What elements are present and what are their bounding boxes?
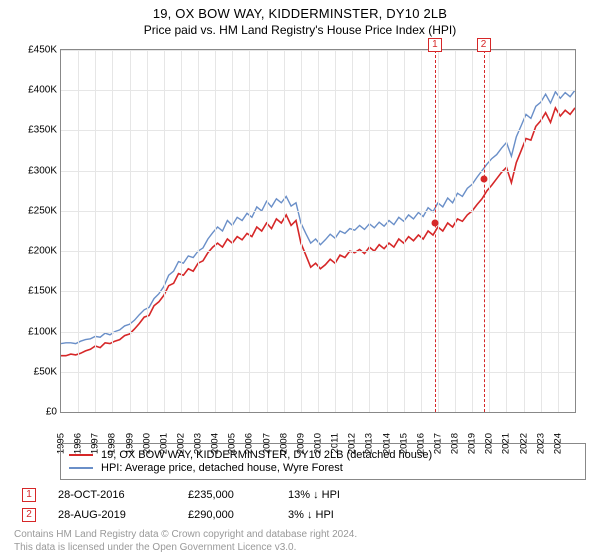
y-axis-label: £200K xyxy=(15,246,57,257)
transaction-marker-icon: 1 xyxy=(22,488,36,502)
transaction-price: £235,000 xyxy=(188,489,288,501)
chart: £0 £50K £100K £150K £200K £250K £300K £350K £400… xyxy=(14,45,586,443)
y-axis-label: £250K xyxy=(15,205,57,216)
y-axis-label: £50K xyxy=(15,366,57,377)
y-axis-label: £100K xyxy=(15,326,57,337)
transaction-row: 2 28-AUG-2019 £290,000 3% ↓ HPI xyxy=(22,508,586,522)
legend-label: HPI: Average price, detached house, Wyre… xyxy=(101,462,343,474)
y-axis-label: £300K xyxy=(15,165,57,176)
title-area: 19, OX BOW WAY, KIDDERMINSTER, DY10 2LB … xyxy=(0,0,600,37)
y-axis-label: £0 xyxy=(15,407,57,418)
footer: 19, OX BOW WAY, KIDDERMINSTER, DY10 2LB … xyxy=(14,443,586,554)
transaction-price: £290,000 xyxy=(188,509,288,521)
legend-swatch-hpi xyxy=(69,467,93,469)
marker-box: 1 xyxy=(428,38,442,52)
marker-dot xyxy=(480,175,487,182)
y-axis-label: £450K xyxy=(15,45,57,56)
transaction-date: 28-OCT-2016 xyxy=(58,489,188,501)
legend-label: 19, OX BOW WAY, KIDDERMINSTER, DY10 2LB … xyxy=(101,449,432,461)
y-axis-label: £150K xyxy=(15,286,57,297)
y-axis-label: £350K xyxy=(15,125,57,136)
y-axis-label: £400K xyxy=(15,85,57,96)
transaction-date: 28-AUG-2019 xyxy=(58,509,188,521)
legend-swatch-property xyxy=(69,454,93,456)
license-text: Contains HM Land Registry data © Crown c… xyxy=(14,528,586,554)
transaction-marker-icon: 2 xyxy=(22,508,36,522)
transaction-row: 1 28-OCT-2016 £235,000 13% ↓ HPI xyxy=(22,488,586,502)
marker-dot xyxy=(431,219,438,226)
transaction-delta: 3% ↓ HPI xyxy=(288,509,334,521)
chart-title-line1: 19, OX BOW WAY, KIDDERMINSTER, DY10 2LB xyxy=(0,6,600,21)
license-line: This data is licensed under the Open Gov… xyxy=(14,541,586,554)
chart-title-line2: Price paid vs. HM Land Registry's House … xyxy=(0,23,600,37)
marker-vline xyxy=(435,50,436,412)
marker-vline xyxy=(484,50,485,412)
legend-item: 19, OX BOW WAY, KIDDERMINSTER, DY10 2LB … xyxy=(69,449,577,461)
marker-box: 2 xyxy=(477,38,491,52)
plot-area: £0£50K£100K£150K£200K£250K£300K£350K£400… xyxy=(60,49,576,413)
legend: 19, OX BOW WAY, KIDDERMINSTER, DY10 2LB … xyxy=(60,443,586,480)
transaction-delta: 13% ↓ HPI xyxy=(288,489,340,501)
license-line: Contains HM Land Registry data © Crown c… xyxy=(14,528,586,541)
legend-item: HPI: Average price, detached house, Wyre… xyxy=(69,462,577,474)
